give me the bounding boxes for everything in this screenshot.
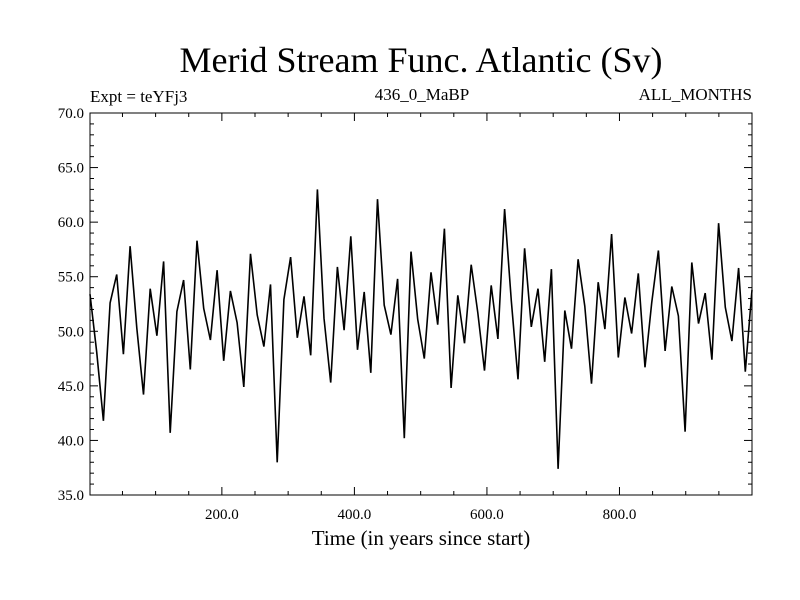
y-tick-label: 40.0 [58,433,84,449]
plot-frame [89,112,753,496]
x-axis: 200.0 400.0 600.0 800.0 [121,113,720,523]
series-layer [89,189,753,469]
x-axis-label: Time (in years since start) [312,526,531,550]
y-tick-label: 60.0 [58,215,84,231]
series-line-0 [89,189,753,469]
y-tick-label: 55.0 [58,270,84,286]
y-tick-label: 45.0 [58,379,84,395]
x-tick-label: 400.0 [338,507,372,523]
y-tick-label: 35.0 [58,488,84,504]
y-axis: 35.0 40.0 45.0 50.0 55.0 60.0 65.0 70.0 [58,106,752,504]
y-tick-label: 65.0 [58,161,84,177]
chart-title: Merid Stream Func. Atlantic (Sv) [180,40,663,80]
period-label: 436_0_MaBP [375,85,469,104]
x-tick-label: 200.0 [205,507,239,523]
x-tick-label: 800.0 [603,507,637,523]
x-tick-label: 600.0 [470,507,504,523]
y-tick-label: 50.0 [58,324,84,340]
y-tick-label: 70.0 [58,106,84,122]
experiment-label: Expt = teYFj3 [90,87,187,106]
months-label: ALL_MONTHS [639,85,752,104]
